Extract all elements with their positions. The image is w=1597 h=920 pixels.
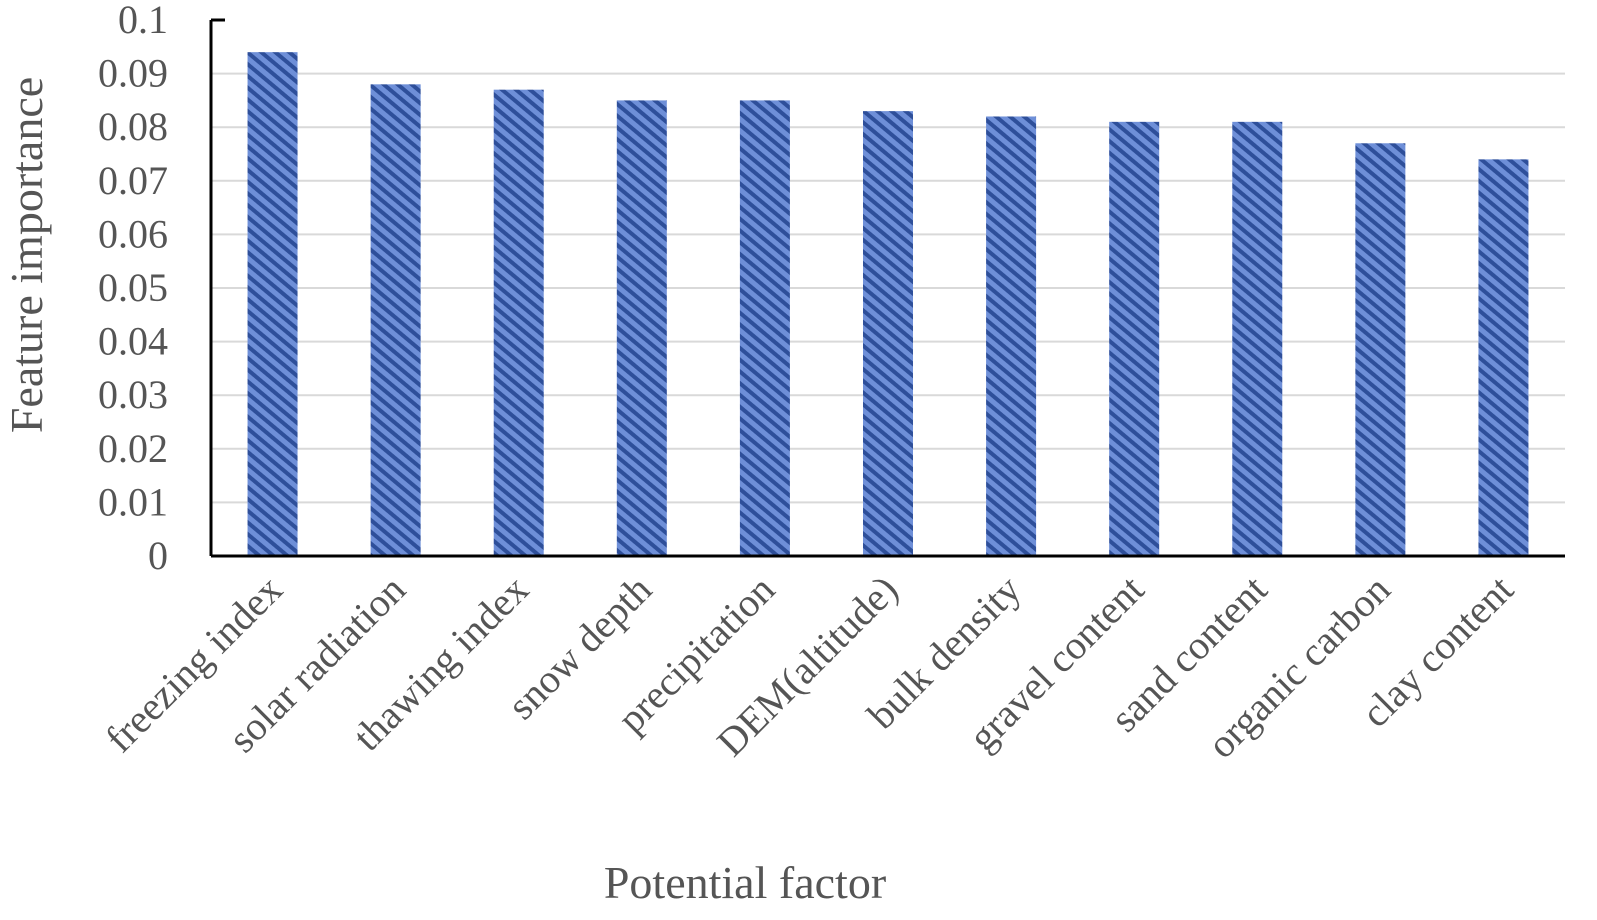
- y-tick-label: 0.02: [98, 426, 168, 471]
- bar: [1232, 121, 1283, 556]
- bar: [986, 116, 1037, 556]
- bar: [863, 111, 913, 557]
- bar: [616, 100, 667, 557]
- bar: [370, 84, 421, 556]
- bar: [1355, 143, 1406, 556]
- bars: [247, 52, 1529, 557]
- y-tick-label: 0.01: [98, 479, 168, 524]
- y-tick-label: 0.1: [118, 0, 168, 42]
- bar: [1478, 159, 1529, 557]
- y-tick-label: 0.08: [98, 104, 168, 149]
- y-axis-title: Feature importance: [1, 77, 52, 433]
- bar: [493, 89, 544, 557]
- y-tick-label: 0: [148, 533, 168, 578]
- bar: [739, 100, 790, 557]
- y-tick-label: 0.07: [98, 158, 168, 203]
- y-tick-labels: 0 0.01 0.02 0.03 0.04 0.05 0.06 0.07 0.08 0.09 0.1: [98, 0, 168, 578]
- bar: [247, 52, 298, 556]
- x-axis-title: Potential factor: [604, 857, 886, 908]
- y-tick-label: 0.09: [98, 51, 168, 96]
- y-tick-label: 0.05: [98, 265, 168, 310]
- y-tick-label: 0.04: [98, 319, 168, 364]
- bar: [1109, 121, 1160, 556]
- y-tick-label: 0.06: [98, 211, 168, 256]
- y-tick-label: 0.03: [98, 372, 168, 417]
